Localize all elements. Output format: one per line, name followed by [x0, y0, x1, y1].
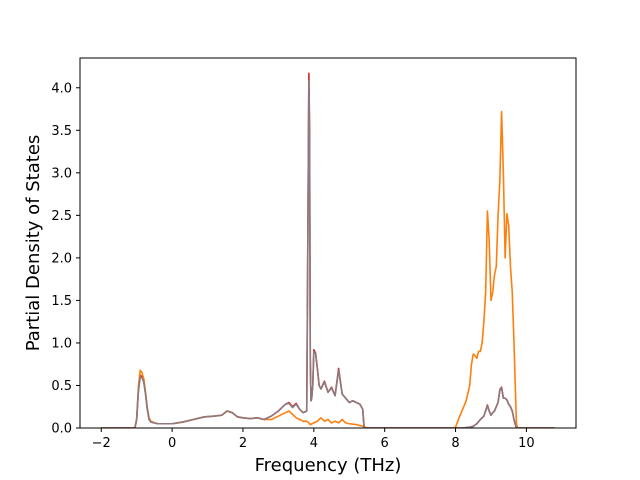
plot-frame: [79, 57, 577, 429]
series-layer: [101, 72, 555, 428]
x-tick-label: 10: [518, 436, 535, 451]
x-tick-label: 6: [381, 436, 389, 451]
x-tick-label: −2: [92, 436, 111, 451]
x-axis: −2 0 2 4 6 8 10: [92, 428, 535, 451]
series-line-3: [101, 80, 555, 428]
y-tick-label: 2.0: [51, 251, 72, 266]
x-tick-label: 8: [451, 436, 459, 451]
x-tick-label: 4: [310, 436, 318, 451]
y-tick-label: 1.0: [51, 336, 72, 351]
y-axis-label: Partial Density of States: [23, 135, 44, 352]
y-tick-label: 3.5: [51, 124, 72, 139]
y-tick-label: 0.0: [51, 422, 72, 437]
y-tick-label: 1.5: [51, 294, 72, 309]
y-axis: 0.0 0.5 1.0 1.5 2.0 2.5 3.0 3.5 4.0: [51, 81, 80, 437]
x-tick-label: 0: [168, 436, 176, 451]
x-tick-label: 2: [239, 436, 247, 451]
y-tick-label: 0.5: [51, 379, 72, 394]
x-axis-label: Frequency (THz): [255, 455, 402, 476]
y-tick-label: 2.5: [51, 209, 72, 224]
y-tick-label: 4.0: [51, 81, 72, 96]
y-tick-label: 3.0: [51, 166, 72, 181]
